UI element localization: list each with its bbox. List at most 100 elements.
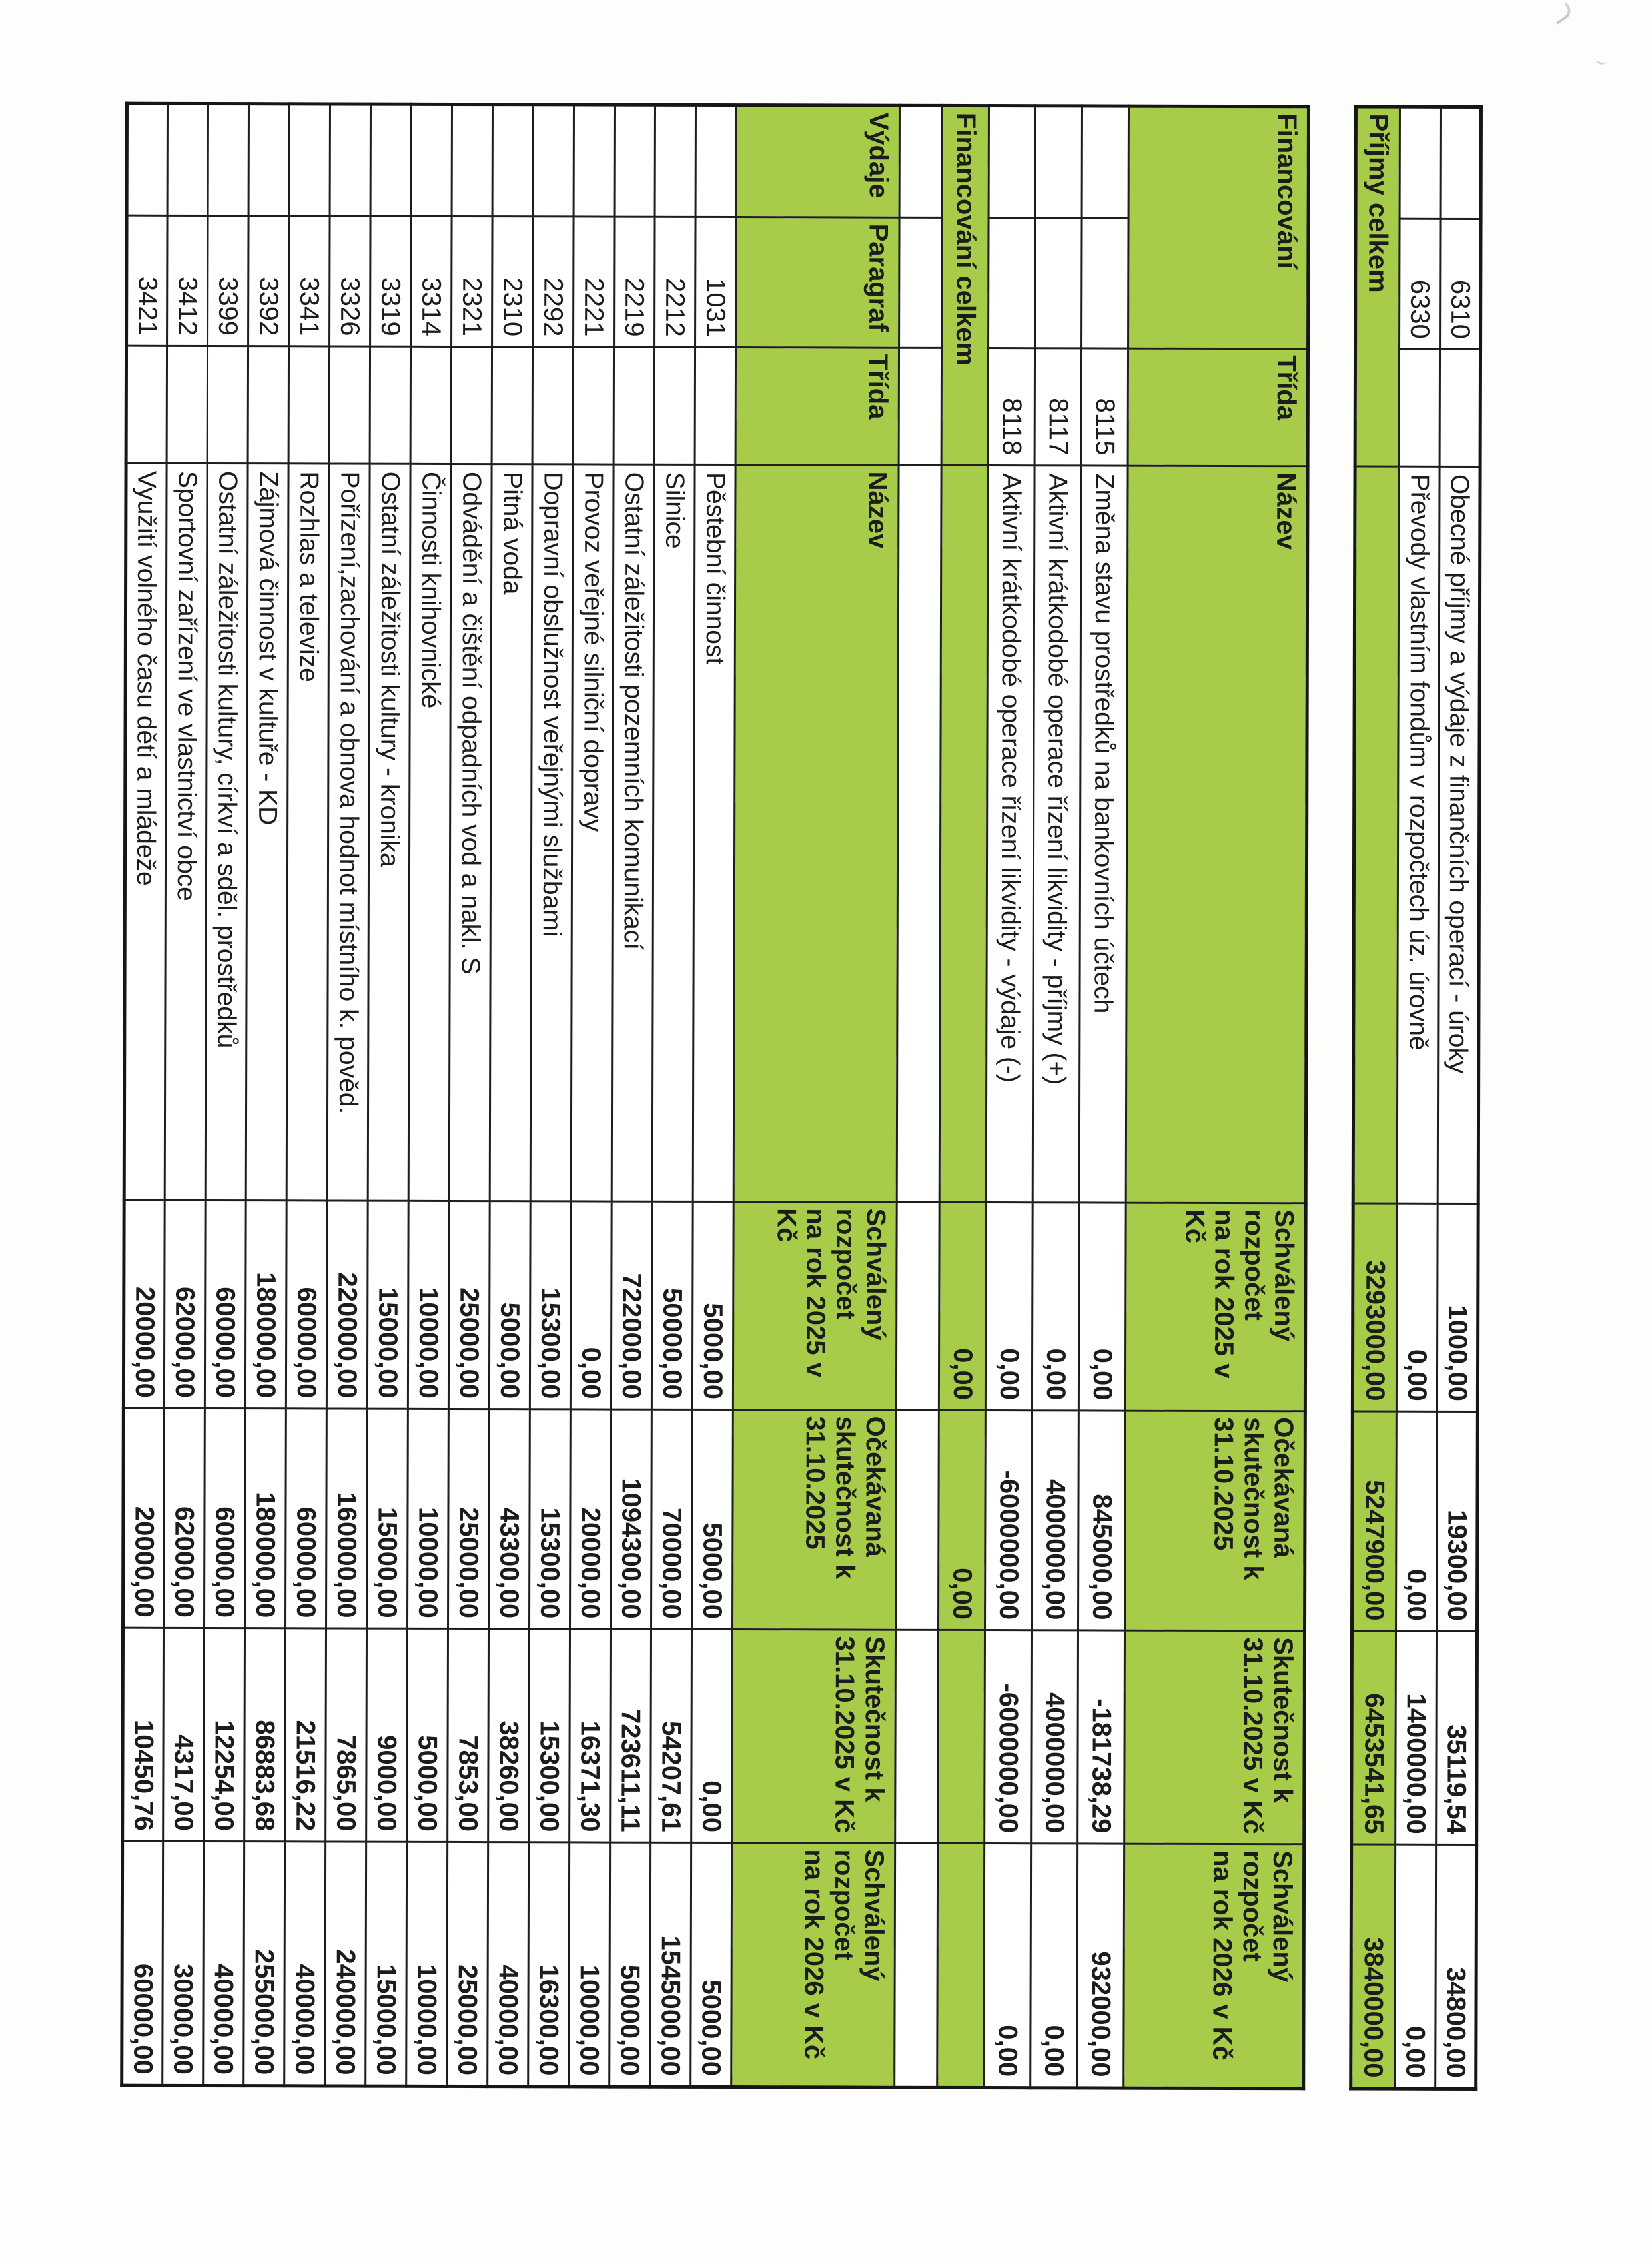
cell-ocekavana-skutecnost: 25000,00: [448, 1409, 490, 1629]
cell-nazev: Převody vlastním fondům v rozpočtech úz.…: [1397, 466, 1440, 1204]
cell-nazev: Aktivní krátkodobé operace řízení likvid…: [986, 465, 1035, 1203]
vydaje-row: 3326 Pořízení,zachování a obnova hodnot …: [324, 103, 371, 2087]
header-rozpocet-2026: Schválený rozpočet na rok 2026 v Kč: [731, 1842, 895, 2088]
cell-blank: [989, 105, 1036, 218]
cell-rozpocet-2026: 1545000,00: [649, 1842, 691, 2087]
cell-rozpocet-2025: 220000,00: [326, 1200, 368, 1409]
cell-skutecnost: 0,00: [691, 1629, 733, 1843]
cell-trida: 8118: [988, 348, 1035, 466]
header-rozpocet-2026: Schválený rozpočet na rok 2026 v Kč: [1123, 1844, 1304, 2089]
vydaje-row: 1031 Pěstební činnost 5000,00 5000,00 0,…: [690, 105, 737, 2087]
cell-blank: [370, 104, 412, 217]
vydaje-row: 2292 Dopravní obslužnost veřejnými služb…: [528, 104, 574, 2087]
cell-ocekavana-skutecnost: 10000,00: [407, 1409, 449, 1629]
cell-rozpocet-2026: 255000,00: [243, 1841, 285, 2086]
cell-trida-blank: [451, 346, 492, 464]
financovani-total-row: Financování celkem 0,00 0,00: [937, 105, 989, 2088]
cell-blank: [1035, 105, 1082, 218]
prijmy-row: 6330 Převody vlastním fondům v rozpočtec…: [1394, 107, 1441, 2089]
cell-ocekavana-skutecnost: 70000,00: [651, 1409, 693, 1630]
cell-ocekavana-skutecnost: 5247900,00: [1352, 1411, 1397, 1632]
cell-rozpocet-2025: 722000,00: [611, 1201, 653, 1410]
cell-trida-blank: [695, 347, 736, 465]
cell-trida: 8117: [1034, 348, 1082, 466]
cell-ocekavana-skutecnost: 19300,00: [1436, 1411, 1478, 1632]
vydaje-row: 2219 Ostatní záležitosti pozemních komun…: [609, 105, 655, 2087]
cell-rozpocet-2025: 0,00: [1078, 1202, 1126, 1411]
cell-rozpocet-2026: 3840000,00: [1350, 1844, 1396, 2089]
cell-vydaje-blank: [1440, 107, 1481, 219]
cell-skutecnost: 723611,11: [610, 1629, 651, 1843]
header-vydaje: Výdaje: [736, 105, 900, 218]
cell-ocekavana-skutecnost: 43300,00: [488, 1409, 530, 1629]
cell-trida-blank: [1399, 349, 1440, 467]
cell-trida-blank: [167, 346, 208, 464]
cell-rozpocet-2026: 40000,00: [487, 1842, 529, 2087]
cell-ocekavana-skutecnost: 160000,00: [326, 1408, 368, 1629]
cell-rozpocet-2025: 10000,00: [408, 1201, 450, 1409]
cell-blank: [899, 105, 943, 218]
cell-skutecnost: 4000000,00: [1031, 1630, 1078, 1844]
cell-skutecnost: 12254,00: [203, 1628, 245, 1842]
cell-rozpocet-2026: 932000,00: [1076, 1843, 1124, 2089]
cell-skutecnost: -181738,29: [1077, 1630, 1125, 1844]
cell-blank: [897, 465, 942, 1203]
cell-skutecnost: -6000000,00: [984, 1630, 1032, 1844]
scan-artifact-mark: [1596, 55, 1608, 67]
cell-trida-blank: [614, 347, 655, 465]
cell-nazev: Obecné příjmy a výdaje z finančních oper…: [1438, 466, 1481, 1204]
cell-skutecnost: 7865,00: [325, 1628, 367, 1842]
cell-blank: [574, 104, 615, 217]
scan-artifact-mark: [1549, 2, 1575, 25]
cell-nazev: Aktivní krátkodobé operace řízení likvid…: [1032, 465, 1082, 1203]
vydaje-row: 2310 Pitná voda 5000,00 43300,00 38260,0…: [487, 104, 534, 2087]
header-ocekavana-skutecnost: Očekávaná skutečnost k 31.10.2025: [732, 1409, 897, 1630]
cell-skutecnost: 15300,00: [528, 1628, 570, 1842]
header-financovani: Financování: [1128, 106, 1309, 349]
cell-skutecnost: [937, 1630, 985, 1844]
cell-nazev-blank: [939, 465, 989, 1203]
cell-trida-blank: [573, 346, 614, 465]
header-skutecnost: Skutečnost k 31.10.2025 v Kč: [731, 1629, 896, 1844]
header-nazev: Název: [1126, 466, 1308, 1203]
cell-ocekavana-skutecnost: 60000,00: [285, 1408, 327, 1628]
cell-rozpocet-2025: 50000,00: [651, 1201, 693, 1410]
cell-nazev: Změna stavu prostředků na bankovních účt…: [1079, 465, 1128, 1203]
cell-paragraf: 3314: [410, 216, 452, 347]
vydaje-row: 2321 Odvádění a čištění odpadních vod a …: [446, 104, 493, 2087]
header-paragraf: Paragraf: [735, 217, 900, 348]
cell-ocekavana-skutecnost: 1094300,00: [610, 1409, 652, 1630]
financovani-vydaje-table: Financování Třída Název Schválený rozpoč…: [120, 101, 1311, 2091]
cell-rozpocet-2026: 5000,00: [690, 1842, 732, 2087]
cell-paragraf: 6330: [1399, 219, 1441, 350]
cell-rozpocet-2026: 60000,00: [121, 1841, 163, 2086]
cell-ocekavana-skutecnost: 5000,00: [691, 1409, 733, 1630]
vydaje-row: 2212 Silnice 50000,00 70000,00 54207,61 …: [649, 105, 696, 2087]
cell-rozpocet-2025: 0,00: [985, 1202, 1033, 1411]
cell-vydaje-blank: [1400, 107, 1441, 219]
cell-paragraf: 2292: [532, 216, 574, 347]
cell-blank: [289, 103, 330, 216]
cell-rozpocet-2025: 0,00: [939, 1202, 987, 1411]
cell-blank: [167, 103, 208, 216]
cell-rozpocet-2026: 30000,00: [162, 1841, 204, 2086]
header-ocekavana-skutecnost: Očekávaná skutečnost k 31.10.2025: [1124, 1411, 1306, 1631]
cell-skutecnost: 9000,00: [366, 1628, 408, 1842]
cell-blank: [1082, 105, 1129, 219]
cell-rozpocet-2026: 10000,00: [568, 1842, 610, 2087]
cell-paragraf: 3341: [288, 215, 330, 346]
cell-blank: [248, 103, 290, 216]
cell-rozpocet-2025: 5000,00: [489, 1201, 531, 1409]
cell-blank: [533, 104, 574, 217]
header-rozpocet-2025: Schválený rozpočet na rok 2025 v Kč: [1125, 1203, 1306, 1411]
cell-trida-blank: [1440, 349, 1481, 467]
cell-nazev: Odvádění a čištění odpadních vod a nakl.…: [449, 464, 492, 1201]
cell-rozpocet-2026: 0,00: [1030, 1843, 1078, 2088]
cell-ocekavana-skutecnost: 180000,00: [244, 1408, 286, 1628]
cell-paragraf: 6310: [1440, 219, 1481, 350]
cell-rozpocet-2025: 60000,00: [286, 1200, 328, 1409]
cell-trida-blank: [329, 346, 370, 464]
cell-paragraf: 2310: [492, 216, 534, 347]
cell-nazev: Zájmová činnost v kultuře - KD: [246, 463, 289, 1201]
